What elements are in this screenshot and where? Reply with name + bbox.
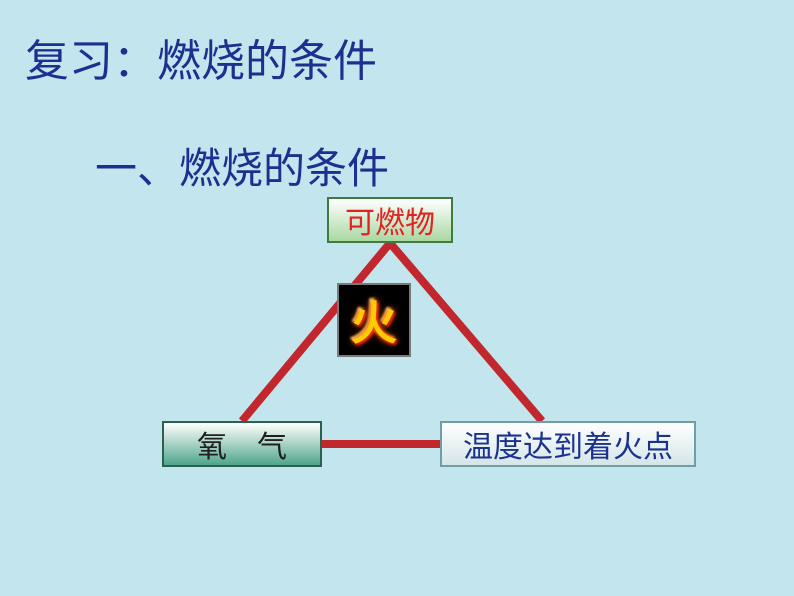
section-heading: 一、燃烧的条件 (95, 135, 389, 196)
fire-icon: 火 (337, 283, 411, 357)
node-temperature: 温度达到着火点 (440, 421, 696, 467)
node-oxygen: 氧 气 (162, 421, 322, 467)
node-fuel: 可燃物 (327, 197, 453, 243)
page-title: 复习：燃烧的条件 (25, 25, 377, 89)
edge-top-right (390, 243, 542, 421)
node-oxygen-label: 氧 气 (197, 422, 287, 466)
node-temperature-label: 温度达到着火点 (463, 422, 673, 466)
node-fuel-label: 可燃物 (345, 198, 435, 242)
fire-icon-label: 火 (351, 287, 397, 353)
